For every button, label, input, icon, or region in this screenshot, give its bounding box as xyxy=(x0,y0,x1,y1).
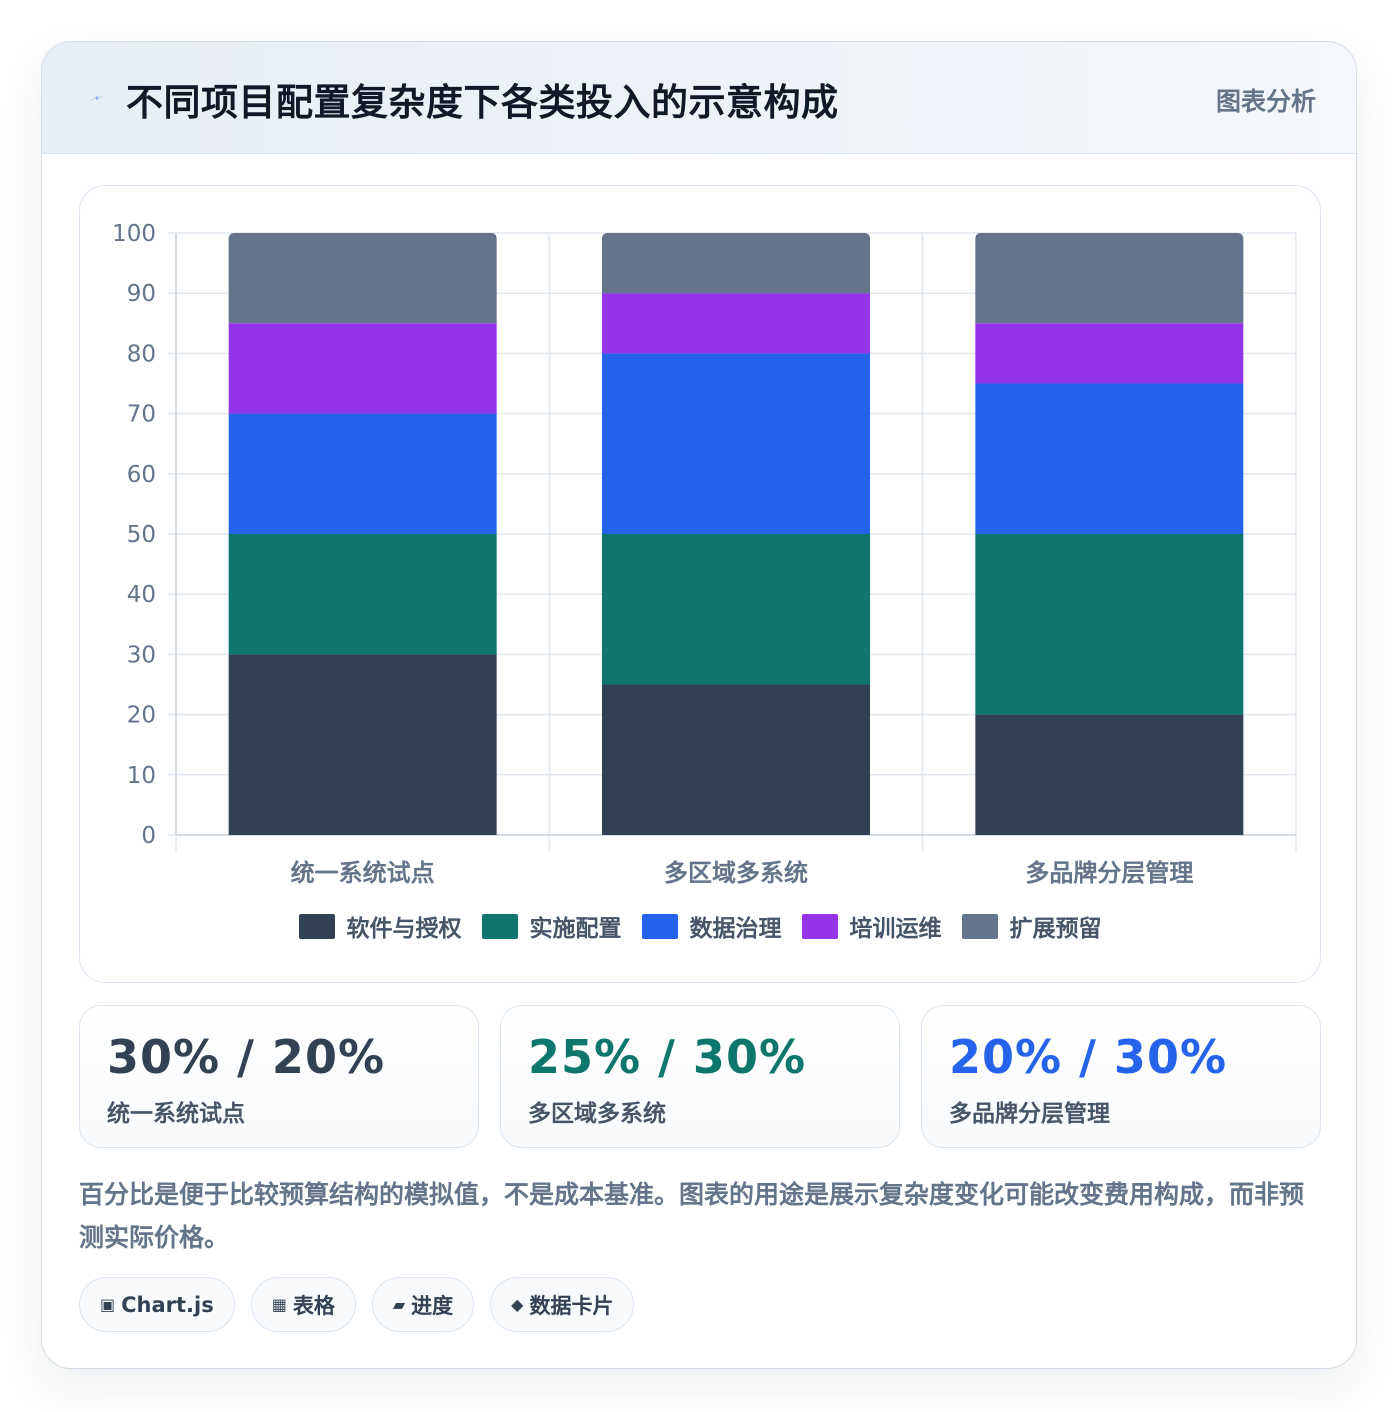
chart-card: 不同项目配置复杂度下各类投入的示意构成 图表分析 0 10 20 30 40 50 60 70… xyxy=(41,41,1357,1369)
y-tick-label: 60 xyxy=(127,462,156,488)
y-tick-label: 50 xyxy=(127,522,156,548)
tag-chips: ▣ Chart.js ▦ 表格 ▰ 进度 ◆ 数据卡片 xyxy=(79,1277,635,1332)
x-tick-label: 多品牌分层管理 xyxy=(1025,859,1193,887)
legend-swatch xyxy=(481,913,518,939)
legend-label: 数据治理 xyxy=(689,916,782,942)
diamond-icon: ◆ xyxy=(511,1295,524,1314)
legend-label: 扩展预留 xyxy=(1009,916,1102,942)
lightning-icon xyxy=(88,94,106,102)
table-icon: ▦ xyxy=(271,1295,287,1314)
chip-progress[interactable]: ▰ 进度 xyxy=(371,1277,475,1332)
chart-title: 不同项目配置复杂度下各类投入的示意构成 xyxy=(126,81,839,124)
bar-segment xyxy=(602,293,870,354)
bar-segment xyxy=(975,233,1244,324)
y-tick-label: 100 xyxy=(112,221,156,247)
legend-swatch xyxy=(298,913,335,939)
bar-segment xyxy=(228,233,497,324)
stat-card-multi-region: 25% / 30% 多区域多系统 xyxy=(500,1005,900,1148)
stat-card-pilot: 30% / 20% 统一系统试点 xyxy=(79,1005,479,1148)
chart-legend: 软件与授权 实施配置 数据治理 培训运维 扩展预留 xyxy=(80,909,1320,943)
y-tick-label: 40 xyxy=(127,582,156,608)
legend-swatch xyxy=(961,913,998,939)
bar-segment xyxy=(228,323,497,414)
card-header: 不同项目配置复杂度下各类投入的示意构成 图表分析 xyxy=(42,42,1356,154)
bar-segment xyxy=(975,383,1244,534)
legend-label: 实施配置 xyxy=(529,916,622,942)
legend-item[interactable]: 实施配置 xyxy=(481,909,622,943)
legend-swatch xyxy=(801,913,838,939)
y-tick-label: 10 xyxy=(127,763,156,789)
stat-value: 30% / 20% xyxy=(107,1030,386,1084)
y-tick-label: 30 xyxy=(127,642,156,668)
x-tick-label: 多区域多系统 xyxy=(664,859,808,887)
y-tick-label: 80 xyxy=(127,341,156,367)
stat-label: 多品牌分层管理 xyxy=(949,1101,1110,1127)
bar-segment xyxy=(602,684,870,835)
stat-label: 多区域多系统 xyxy=(528,1101,666,1127)
chip-label: 数据卡片 xyxy=(529,1293,614,1318)
chip-label: Chart.js xyxy=(121,1292,214,1317)
chip-chartjs[interactable]: ▣ Chart.js xyxy=(79,1277,235,1332)
y-tick-label: 90 xyxy=(127,281,156,307)
bar-segment xyxy=(602,233,870,294)
legend-item[interactable]: 扩展预留 xyxy=(961,909,1102,943)
bar-segment xyxy=(228,654,497,835)
chip-table[interactable]: ▦ 表格 xyxy=(250,1277,356,1332)
chart-analysis-badge: 图表分析 xyxy=(1215,87,1316,116)
stacked-bar-chart: 0 10 20 30 40 50 60 70 80 90 100 统一系统试点 多区域多系统 多品牌分层管… xyxy=(112,221,1297,887)
legend-item[interactable]: 数据治理 xyxy=(641,909,782,943)
stat-label: 统一系统试点 xyxy=(107,1101,245,1127)
y-tick-label: 70 xyxy=(127,402,156,428)
progress-icon: ▰ xyxy=(392,1295,406,1314)
stat-card-multi-brand: 20% / 30% 多品牌分层管理 xyxy=(921,1005,1321,1148)
bar-segment xyxy=(975,714,1244,835)
stat-value: 25% / 30% xyxy=(528,1030,807,1084)
bar-segment xyxy=(602,534,870,685)
legend-label: 培训运维 xyxy=(849,916,942,942)
chart-panel: 0 10 20 30 40 50 60 70 80 90 100 统一系统试点 多区域多系统 多品牌分层管… xyxy=(79,185,1321,983)
x-tick-label: 统一系统试点 xyxy=(291,859,435,887)
legend-item[interactable]: 培训运维 xyxy=(801,909,942,943)
legend-swatch xyxy=(641,913,678,939)
y-tick-label: 20 xyxy=(127,703,156,729)
stat-value: 20% / 30% xyxy=(949,1030,1228,1084)
chip-data-card[interactable]: ◆ 数据卡片 xyxy=(490,1277,635,1332)
bar-segment xyxy=(975,534,1244,715)
chart-icon: ▣ xyxy=(100,1295,116,1314)
legend-item[interactable]: 软件与授权 xyxy=(298,909,462,943)
bar-segment xyxy=(228,534,497,655)
bar-segment xyxy=(975,323,1244,384)
chip-label: 表格 xyxy=(292,1293,335,1318)
legend-label: 软件与授权 xyxy=(346,916,462,942)
chart-note: 百分比是便于比较预算结构的模拟值，不是成本基准。图表的用途是展示复杂度变化可能改… xyxy=(79,1180,1305,1252)
chip-label: 进度 xyxy=(411,1293,454,1318)
y-tick-label: 0 xyxy=(141,823,156,849)
bar-segment xyxy=(602,353,870,534)
bar-segment xyxy=(228,413,497,534)
